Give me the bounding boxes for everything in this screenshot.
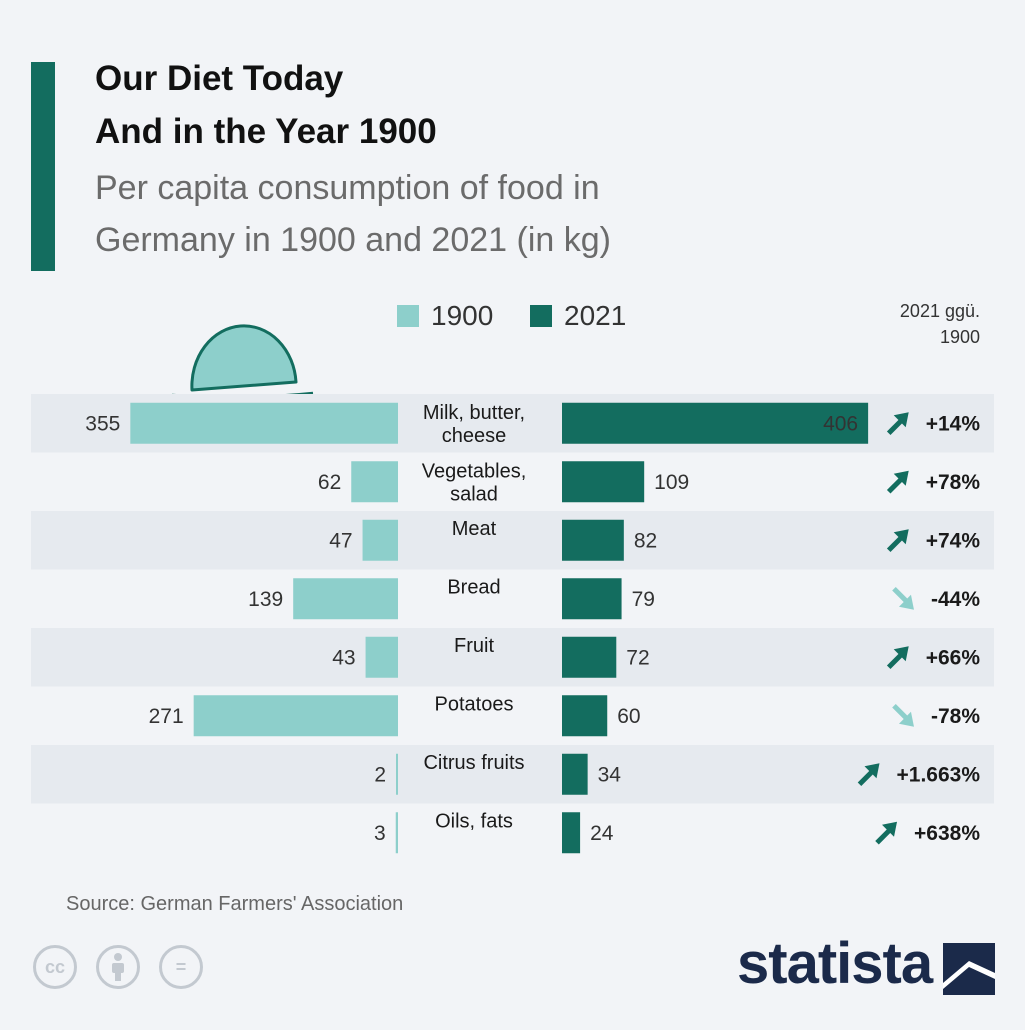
bar-1900-citrus-fruits xyxy=(396,753,398,795)
arrow-up-icon xyxy=(886,646,909,670)
row-band-citrus-fruits xyxy=(31,745,994,804)
bar-1900-milk-butter-cheese xyxy=(130,402,398,444)
chart-area: 355 406 Milk, butter, cheese +14% 62 109 Vegeta… xyxy=(31,324,994,854)
category-label-oils-fats: Oils, fats xyxy=(435,811,513,833)
change-value-vegetables-salad: +78% xyxy=(926,471,981,494)
value-1900-meat: 47 xyxy=(329,529,352,552)
value-2021-bread: 79 xyxy=(632,588,655,611)
row-band-fruit xyxy=(31,628,994,687)
bar-1900-meat xyxy=(362,519,398,561)
value-1900-vegetables-salad: 62 xyxy=(318,471,341,494)
statista-logo-text[interactable]: statista xyxy=(737,931,933,996)
bar-2021-bread xyxy=(562,578,622,620)
category-label-potatoes: Potatoes xyxy=(435,694,514,716)
value-1900-oils-fats: 3 xyxy=(374,822,386,845)
bar-1900-fruit xyxy=(365,636,398,678)
change-value-citrus-fruits: +1.663% xyxy=(897,763,981,786)
value-1900-citrus-fruits: 2 xyxy=(374,763,386,786)
arrow-down-icon xyxy=(892,703,914,727)
category-label-bread: Bread xyxy=(447,577,500,599)
value-2021-milk-butter-cheese: 406 xyxy=(823,412,858,435)
value-2021-citrus-fruits: 34 xyxy=(598,763,622,786)
bar-2021-milk-butter-cheese xyxy=(562,402,869,444)
category-label-fruit: Fruit xyxy=(454,635,494,657)
legend-label-2021: 2021 xyxy=(564,300,627,331)
attribution-icon[interactable] xyxy=(96,945,140,989)
legend-item-2021: 2021 xyxy=(530,298,626,334)
value-1900-potatoes: 271 xyxy=(149,705,184,728)
chart-subtitle: Per capita consumption of food in German… xyxy=(95,162,611,266)
bar-2021-citrus-fruits xyxy=(562,753,588,795)
category-label-milk-butter-cheese: Milk, butter, cheese xyxy=(423,402,525,447)
change-value-oils-fats: +638% xyxy=(914,822,980,845)
value-2021-vegetables-salad: 109 xyxy=(654,471,689,494)
bar-1900-bread xyxy=(293,578,398,620)
change-column-header: 2021 ggü. 1900 xyxy=(860,298,980,350)
chart-title: Our Diet Today And in the Year 1900 xyxy=(95,52,437,158)
value-2021-meat: 82 xyxy=(634,529,657,552)
legend-label-1900: 1900 xyxy=(431,300,494,331)
bar-1900-oils-fats xyxy=(395,812,398,854)
arrow-up-icon xyxy=(886,412,909,436)
bar-1900-vegetables-salad xyxy=(351,461,398,503)
subtitle-line-1: Per capita consumption of food in xyxy=(95,169,600,207)
bar-2021-oils-fats xyxy=(562,812,581,854)
value-1900-bread: 139 xyxy=(248,588,283,611)
title-line-2: And in the Year 1900 xyxy=(95,112,437,151)
subtitle-line-2: Germany in 1900 and 2021 (in kg) xyxy=(95,221,611,259)
no-derivatives-icon[interactable]: = xyxy=(159,945,203,989)
arrow-up-icon xyxy=(886,470,909,494)
arrow-up-icon xyxy=(857,763,880,787)
change-value-meat: +74% xyxy=(926,529,981,552)
arrow-up-icon xyxy=(875,821,898,845)
legend-item-1900: 1900 xyxy=(397,298,493,334)
change-value-milk-butter-cheese: +14% xyxy=(926,412,981,435)
arrow-down-icon xyxy=(892,586,914,610)
change-value-fruit: +66% xyxy=(926,646,981,669)
statista-logo-icon[interactable] xyxy=(943,943,995,995)
value-2021-oils-fats: 24 xyxy=(590,822,614,845)
bar-1900-potatoes xyxy=(193,695,398,737)
change-header-line-2: 1900 xyxy=(939,327,980,347)
legend-swatch-1900 xyxy=(397,305,419,327)
bar-2021-potatoes xyxy=(562,695,608,737)
serving-cloche-icon xyxy=(171,324,314,402)
value-1900-fruit: 43 xyxy=(332,646,355,669)
category-label-meat: Meat xyxy=(452,518,497,540)
bar-2021-meat xyxy=(562,519,624,561)
arrow-up-icon xyxy=(886,529,909,553)
legend-swatch-2021 xyxy=(530,305,552,327)
title-line-1: Our Diet Today xyxy=(95,59,344,98)
change-value-potatoes: -78% xyxy=(931,705,980,728)
source-note: Source: German Farmers' Association xyxy=(66,893,404,915)
cc-icon[interactable]: cc xyxy=(33,945,77,989)
value-1900-milk-butter-cheese: 355 xyxy=(85,412,120,435)
change-value-bread: -44% xyxy=(931,588,980,611)
category-label-vegetables-salad: Vegetables, salad xyxy=(422,461,527,506)
bar-2021-fruit xyxy=(562,636,617,678)
title-accent-bar xyxy=(31,62,55,271)
change-header-line-1: 2021 ggü. xyxy=(899,301,980,321)
value-2021-fruit: 72 xyxy=(626,646,649,669)
bar-2021-vegetables-salad xyxy=(562,461,645,503)
row-band-meat xyxy=(31,511,994,570)
category-label-citrus-fruits: Citrus fruits xyxy=(423,752,524,774)
value-2021-potatoes: 60 xyxy=(617,705,640,728)
